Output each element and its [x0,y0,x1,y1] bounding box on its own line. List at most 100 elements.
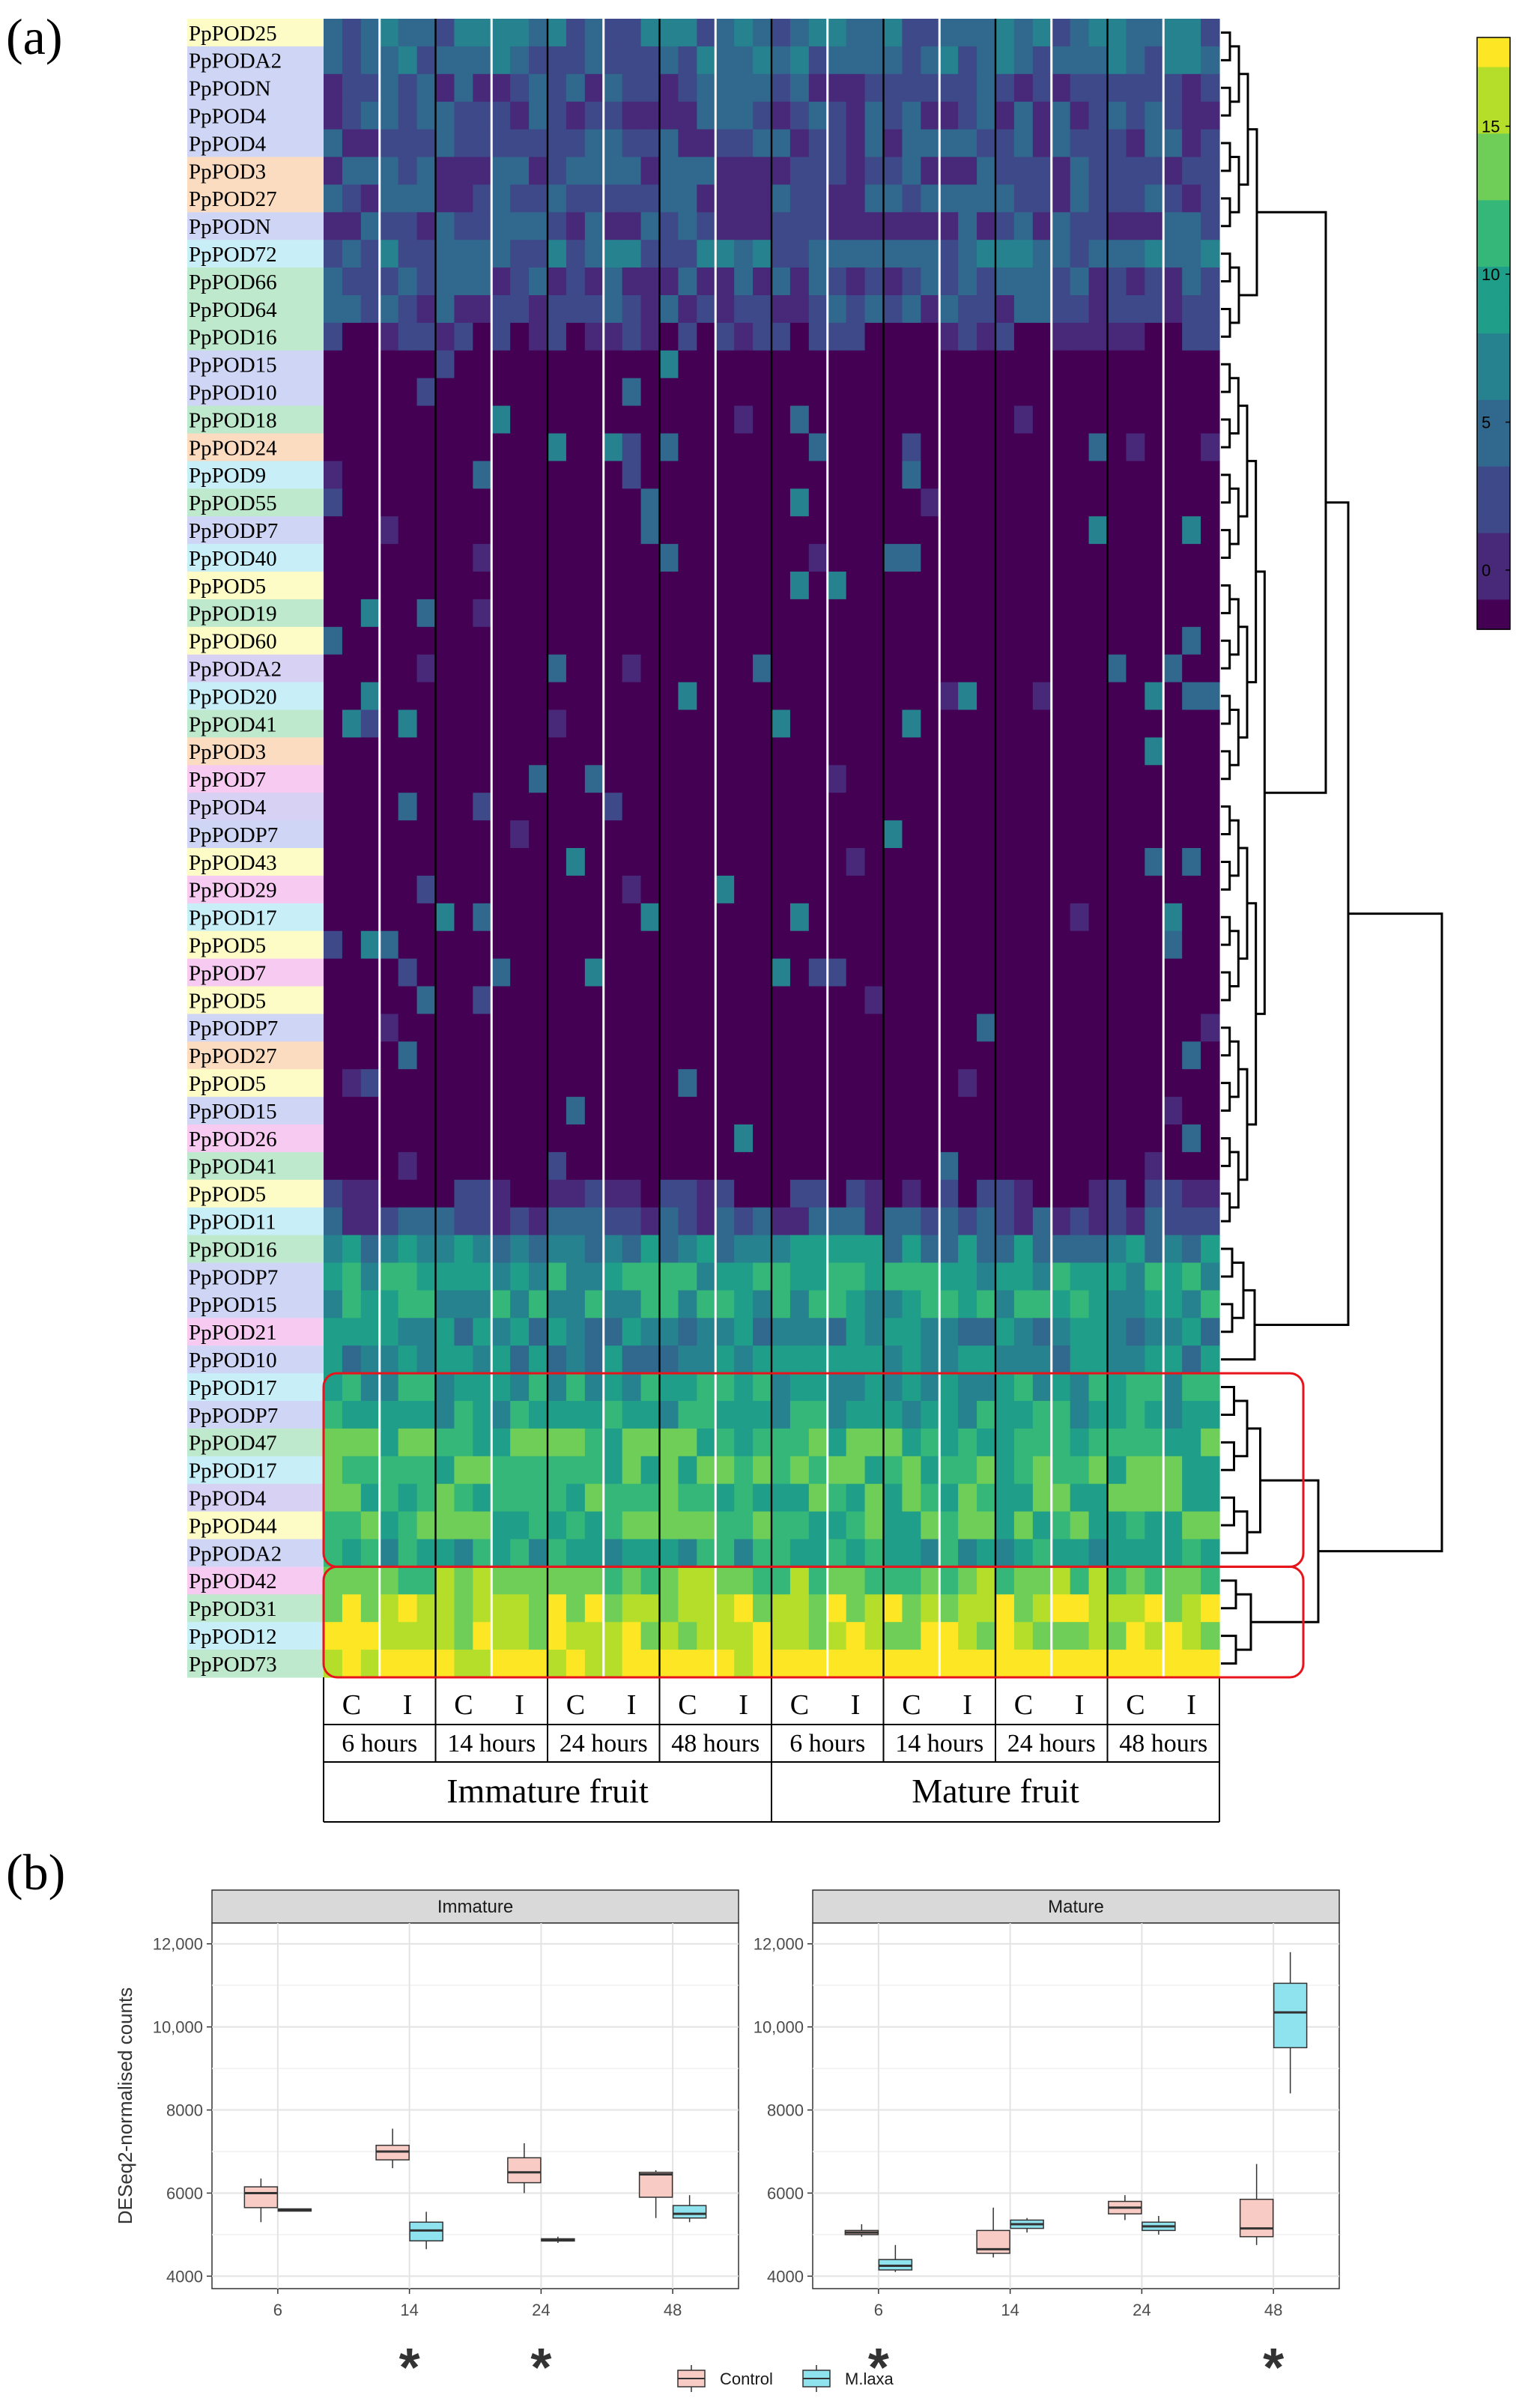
heatmap-cell [771,212,791,240]
colorbar-segment [1477,170,1510,179]
heatmap-cell [454,378,473,407]
heatmap-cell [1145,1373,1164,1402]
heatmap-cell [416,1594,437,1623]
heatmap-cell [1051,1650,1071,1678]
treatment-label: I [1075,1689,1085,1721]
row-label: PpPOD4 [189,104,267,128]
heatmap-cell [529,46,548,75]
heatmap-cell [360,1373,381,1402]
heatmap-cell [883,101,903,130]
heatmap-cell [734,378,754,407]
heatmap-cell [958,599,977,628]
heatmap-cell [360,461,381,489]
heatmap-cell [473,875,492,904]
colorbar-segment [1477,614,1510,623]
heatmap-cell [939,986,959,1014]
heatmap-cell [734,129,754,158]
heatmap-cell [1088,682,1109,711]
heatmap-cell [622,1401,642,1429]
heatmap-cell [734,1594,754,1623]
row-label-background [187,1428,324,1457]
heatmap-cell [1013,350,1034,379]
heatmap-cell [529,1483,548,1513]
colorbar-segment [1477,215,1510,223]
heatmap-cell [1126,930,1145,960]
heatmap-cell [958,129,977,158]
heatmap-cell [640,1262,661,1291]
heatmap-cell [883,1566,903,1595]
heatmap-cell [697,1014,716,1042]
heatmap-cell [902,295,921,324]
heatmap-cell [1126,157,1145,185]
heatmap-cell [902,903,921,932]
heatmap-cell [491,46,511,75]
heatmap-cell [324,129,343,158]
heatmap-cell [342,240,362,268]
heatmap-cell [510,1594,530,1623]
heatmap-cell [473,1594,492,1623]
heatmap-cell [1126,1097,1145,1125]
heatmap-cell [360,1345,381,1374]
heatmap-cell [715,461,735,489]
heatmap-cell [1070,1511,1090,1540]
heatmap-cell [1088,1124,1109,1153]
heatmap-cell [548,875,567,904]
heatmap-cell [603,793,623,821]
heatmap-cell [958,793,977,821]
heatmap-cell [977,1566,996,1595]
heatmap-cell [771,322,791,351]
heatmap-cell [342,73,362,103]
heatmap-cell [1126,267,1145,296]
heatmap-cell [1145,488,1164,517]
heatmap-cell [1107,101,1127,130]
heatmap-cell [771,267,791,296]
time-label: 48 hours [671,1730,760,1757]
row-label-background [187,930,324,960]
row-label: PpPOD29 [189,879,277,903]
heatmap-cell [529,73,548,103]
heatmap-cell [678,1345,697,1374]
heatmap-cell [510,626,530,655]
heatmap-cell [491,1566,511,1595]
heatmap-cell [1126,903,1145,932]
heatmap-cell [883,875,903,904]
heatmap-cell [902,820,921,849]
heatmap-cell [921,322,940,351]
heatmap-cell [902,875,921,904]
heatmap-cell [454,1428,473,1457]
heatmap-cell [864,378,885,407]
heatmap-cell [640,295,661,324]
row-label-background [187,488,324,517]
heatmap-cell [1107,157,1127,185]
heatmap-cell [1013,903,1034,932]
heatmap-cell [622,405,642,435]
heatmap-cell [846,1428,866,1457]
heatmap-cell [324,599,343,628]
dendrogram-branch [1247,1427,1261,1533]
heatmap-cell [789,599,810,628]
heatmap-cell [697,433,716,461]
heatmap-cell [921,1345,940,1374]
heatmap-cell [864,1151,885,1181]
heatmap-cell [622,240,642,268]
heatmap-cell [1107,129,1127,158]
heatmap-cell [883,1539,903,1567]
heatmap-cell [379,1650,399,1678]
heatmap-cell [1145,322,1164,351]
heatmap-cell [921,405,940,435]
heatmap-cell [398,516,418,545]
heatmap-cell [603,1511,623,1540]
heatmap-cell [435,1456,455,1485]
heatmap-cell [548,1014,567,1042]
heatmap-cell [697,737,716,766]
heatmap-cell [435,1290,455,1318]
heatmap-cell [939,240,959,268]
heatmap-cell [510,793,530,821]
heatmap-cell [416,267,437,296]
heatmap-cell [566,654,586,683]
heatmap-cell [603,572,623,600]
heatmap-cell [1051,19,1071,47]
row-label-background [187,240,324,268]
row-label-background [187,1151,324,1181]
heatmap-cell [902,157,921,185]
